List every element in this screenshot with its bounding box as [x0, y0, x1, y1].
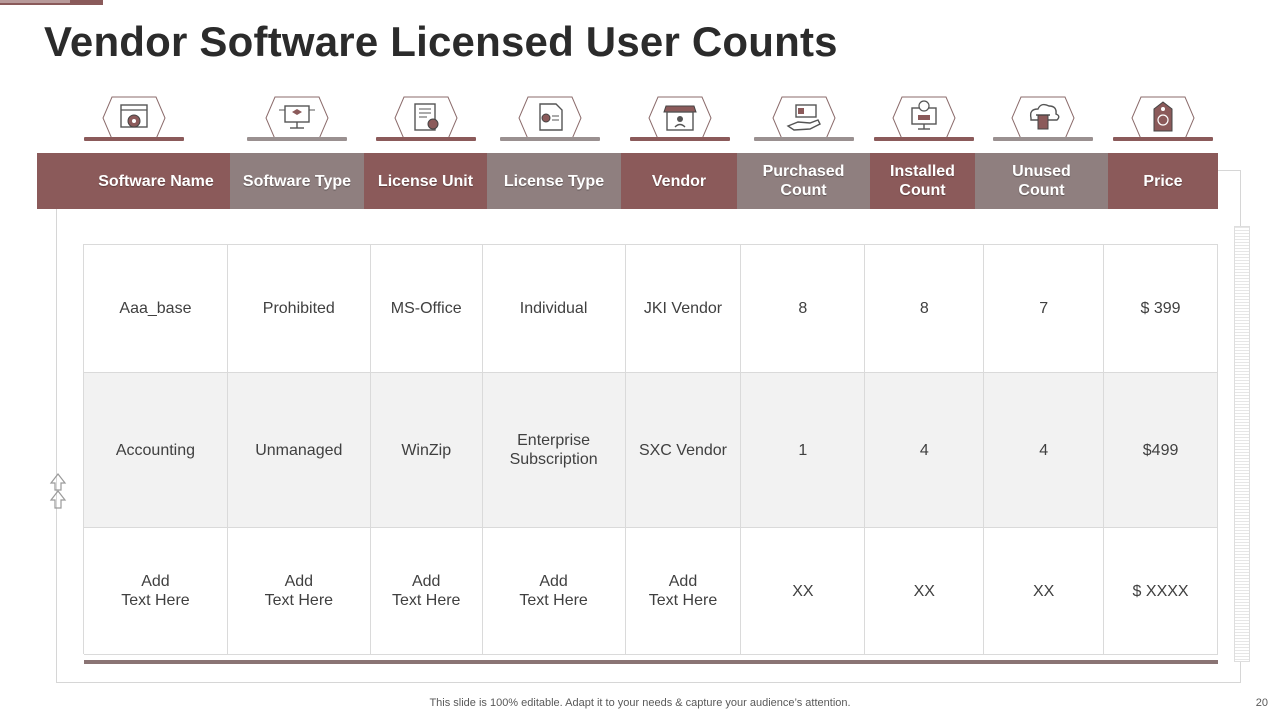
- page-title: Vendor Software Licensed User Counts: [44, 18, 838, 65]
- table-cell: Prohibited: [227, 245, 371, 373]
- table-cell: 8: [741, 245, 866, 373]
- license-certificate-icon: [376, 96, 476, 144]
- table-cell: 8: [865, 245, 985, 373]
- header-price: Price: [1108, 153, 1218, 209]
- table-cell: WinZip: [370, 373, 483, 528]
- header-license-type: License Type: [487, 153, 621, 209]
- double-up-arrow-icon: [49, 473, 67, 509]
- table-cell: MS-Office: [370, 245, 483, 373]
- table-bottom-bar: [84, 660, 1218, 664]
- table-cell: JKI Vendor: [625, 245, 742, 373]
- data-table: Aaa_base Prohibited MS-Office Individual…: [83, 244, 1219, 655]
- footer-note: This slide is 100% editable. Adapt it to…: [429, 697, 851, 709]
- table-cell: Add Text Here: [84, 528, 228, 655]
- table-cell: XX: [741, 528, 866, 655]
- table-cell: 7: [984, 245, 1105, 373]
- cloud-trash-icon: [993, 96, 1093, 144]
- table-cell: $ 399: [1104, 245, 1219, 373]
- table-cell: XX: [865, 528, 985, 655]
- table-row: Aaa_base Prohibited MS-Office Individual…: [84, 245, 1219, 373]
- header-unused-count: Unused Count: [975, 153, 1108, 209]
- table-cell: Add Text Here: [370, 528, 483, 655]
- side-scroll-strip: [1234, 226, 1250, 662]
- price-tag-icon: [1113, 96, 1213, 144]
- table-cell: XX: [984, 528, 1105, 655]
- installed-monitor-icon: [874, 96, 974, 144]
- header-license-unit: License Unit: [364, 153, 487, 209]
- table-cell: Unmanaged: [227, 373, 371, 528]
- vendor-store-icon: [630, 96, 730, 144]
- header-vendor: Vendor: [621, 153, 737, 209]
- table-row: Accounting Unmanaged WinZip Enterprise S…: [84, 373, 1219, 528]
- table-cell: 4: [865, 373, 985, 528]
- header-software-type: Software Type: [230, 153, 364, 209]
- table-cell: Enterprise Subscription: [482, 373, 626, 528]
- header-purchased-count: Purchased Count: [737, 153, 870, 209]
- monitor-network-icon: [247, 96, 347, 144]
- table-header: Software Name Software Type License Unit…: [37, 153, 1218, 209]
- table-cell: Add Text Here: [482, 528, 626, 655]
- table-cell: 4: [984, 373, 1105, 528]
- table-cell: SXC Vendor: [625, 373, 742, 528]
- hand-payment-icon: [754, 96, 854, 144]
- table-cell: $499: [1104, 373, 1219, 528]
- table-cell: 1: [741, 373, 866, 528]
- table-cell: Add Text Here: [625, 528, 742, 655]
- table-cell: Accounting: [84, 373, 228, 528]
- license-document-icon: [500, 96, 600, 144]
- table-cell: Individual: [482, 245, 626, 373]
- header-software-name: Software Name: [37, 153, 230, 209]
- settings-window-icon: [84, 96, 184, 144]
- top-accent-bar: [0, 0, 103, 5]
- table-cell: $ XXXX: [1104, 528, 1219, 655]
- table-row: Add Text Here Add Text Here Add Text Her…: [84, 528, 1219, 655]
- table-cell: Aaa_base: [84, 245, 228, 373]
- page-number: 20: [1255, 697, 1268, 709]
- header-installed-count: Installed Count: [870, 153, 975, 209]
- table-cell: Add Text Here: [227, 528, 371, 655]
